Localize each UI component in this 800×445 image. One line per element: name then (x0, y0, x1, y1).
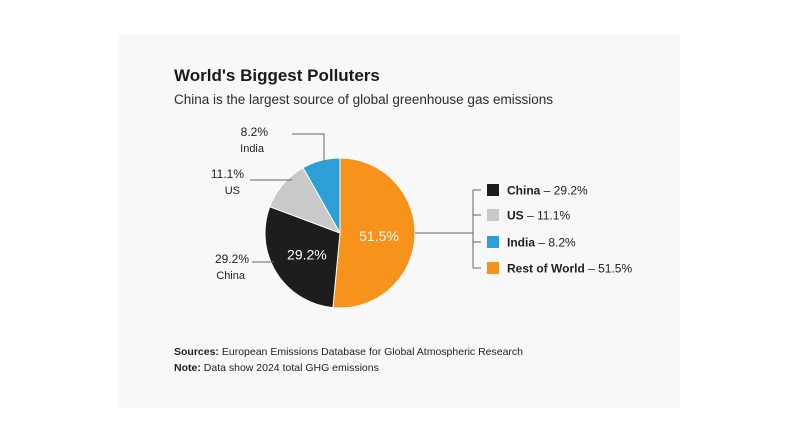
sources-text: European Emissions Database for Global A… (221, 346, 524, 358)
callout-name-india: India (240, 143, 265, 155)
legend-label-china: China – 29.2% (507, 184, 588, 198)
note-text: Data show 2024 total GHG emissions (203, 362, 379, 374)
legend-swatch-us (487, 209, 499, 221)
slice-india (302, 157, 341, 235)
sources-line: Sources: European Emissions Database for… (174, 346, 523, 358)
callout-name-us: US (225, 185, 240, 197)
callout-value-china: 29.2% (215, 252, 249, 266)
chart-subtitle: China is the largest source of global gr… (174, 92, 553, 107)
legend-label-india: India – 8.2% (507, 236, 576, 250)
legend-swatch-rest-of-world (487, 262, 499, 274)
note-label: Note: (174, 362, 201, 374)
callout-value-us: 11.1% (211, 167, 244, 181)
slice-label-rest-of-world: 51.5% (359, 228, 399, 244)
callout-value-india: 8.2% (241, 125, 269, 139)
sources-label: Sources: (174, 346, 219, 358)
slice-rest-of-world (332, 157, 416, 309)
legend-swatch-india (487, 236, 499, 248)
slice-label-china: 29.2% (287, 247, 327, 263)
legend-swatch-china (487, 184, 499, 196)
legend-bracket (415, 189, 481, 269)
legend-label-rest-of-world: Rest of World – 51.5% (507, 262, 632, 276)
leader-line-india (292, 133, 325, 162)
callout-name-china: China (216, 270, 246, 282)
chart-title: World's Biggest Polluters (174, 66, 380, 85)
note-line: Note: Data show 2024 total GHG emissions (174, 362, 379, 374)
slice-china (264, 206, 341, 309)
legend-label-us: US – 11.1% (507, 209, 570, 223)
